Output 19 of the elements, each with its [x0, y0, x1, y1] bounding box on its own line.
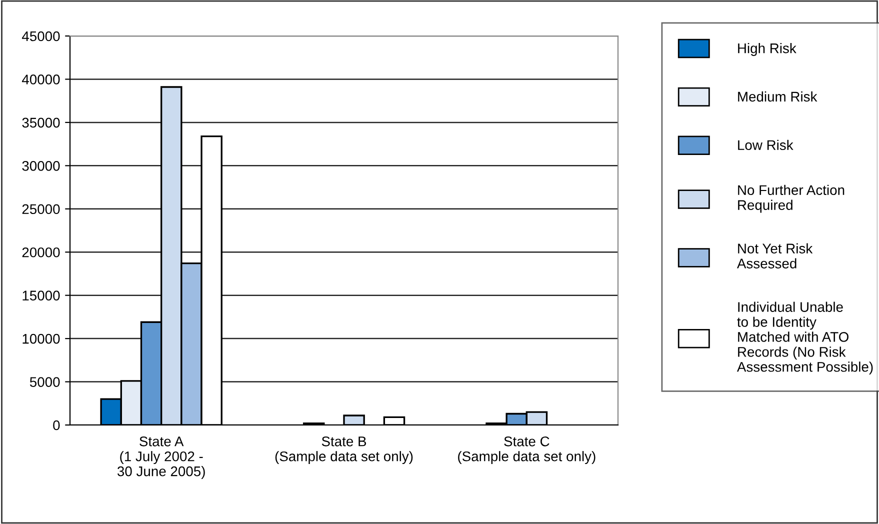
legend-label: Not Yet Risk Assessed	[736, 243, 813, 268]
y-tick-label: 10000	[22, 334, 60, 344]
x-tick-label: State A (1 July 2002 - 30 June 2005)	[117, 436, 205, 479]
y-tick-label: 20000	[22, 247, 60, 258]
y-tick-label: 0	[53, 420, 60, 430]
y-tick-label: 45000	[22, 31, 60, 42]
legend-label: Individual Unable to be Identity Matched with ATO Records (No Risk Assessment Possible)	[736, 302, 873, 375]
legend-label: Low Risk	[738, 140, 794, 150]
y-tick-label: 15000	[22, 290, 60, 301]
y-tick-label: 40000	[22, 74, 60, 84]
x-tick-label: State B (Sample data set only)	[275, 436, 413, 464]
y-tick-label: 5000	[30, 377, 60, 387]
legend-label: No Further Action Required	[738, 184, 844, 213]
x-tick-label: State C (Sample data set only)	[458, 436, 596, 464]
y-tick-label: 25000	[22, 204, 60, 214]
legend-label: High Risk	[738, 43, 796, 56]
y-tick-label: 30000	[22, 161, 60, 171]
y-tick-label: 35000	[22, 118, 60, 128]
legend-label: Medium Risk	[738, 91, 818, 102]
